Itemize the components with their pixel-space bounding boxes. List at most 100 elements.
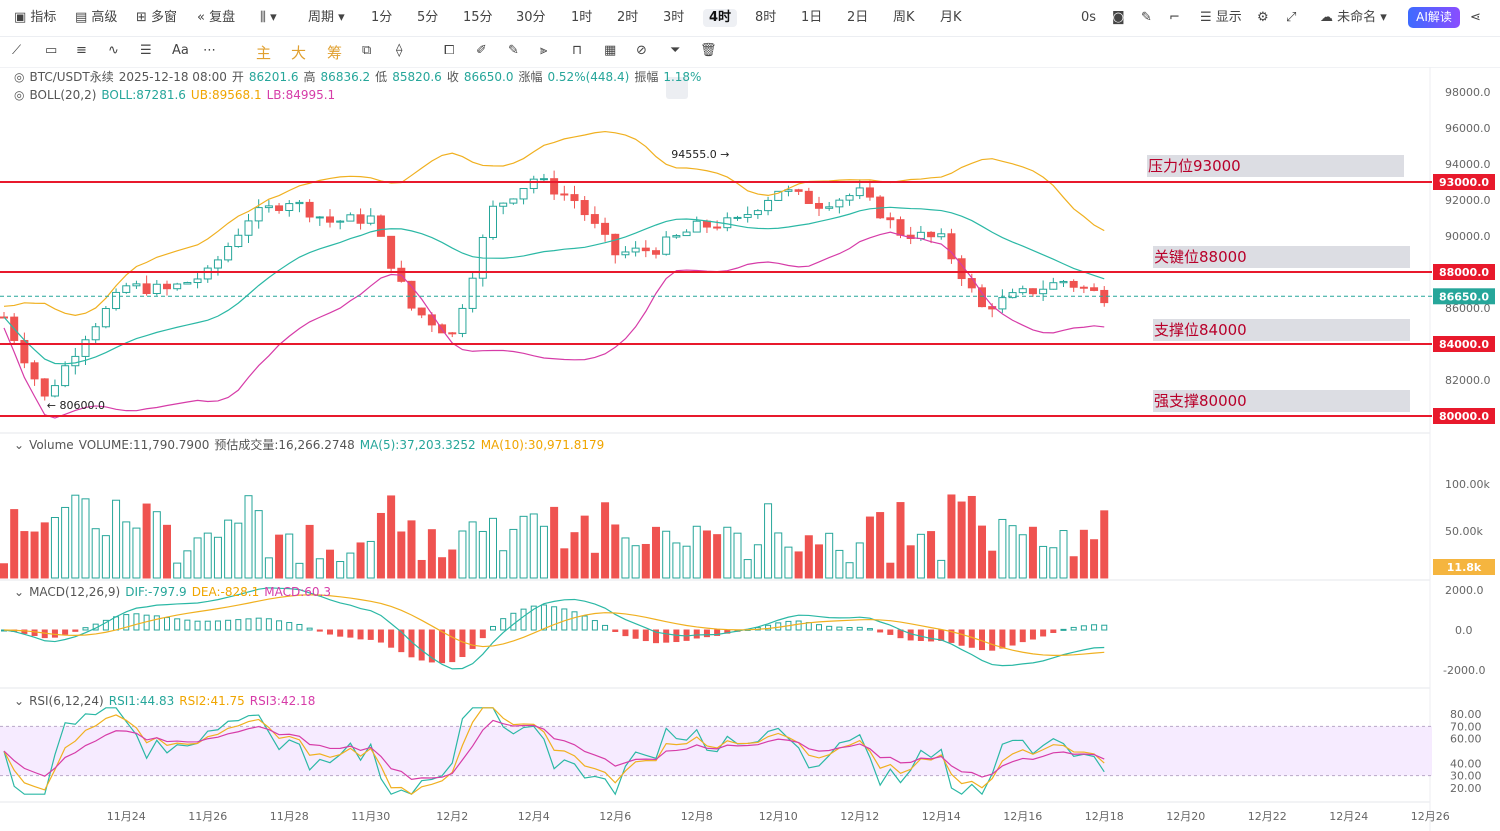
chevron-down-icon[interactable]: ⌄ xyxy=(14,694,25,708)
tf-1w[interactable]: 周K xyxy=(893,10,915,25)
boll-name[interactable]: BOLL(20,2) xyxy=(29,88,97,102)
volume-bar-33 xyxy=(336,561,345,579)
macd-bar-95 xyxy=(968,629,975,648)
grid-icon: ⊞ xyxy=(136,10,152,25)
fib-tool-icon[interactable]: ☰ xyxy=(140,43,152,58)
eye-icon[interactable]: ◎ xyxy=(14,88,25,102)
replay-button[interactable]: « 复盘 xyxy=(197,9,235,27)
period-label: 周期 xyxy=(308,10,335,25)
eye-icon[interactable]: ◎ xyxy=(14,70,25,84)
link-icon[interactable]: ⊘ xyxy=(636,43,647,58)
candle-body-4 xyxy=(40,378,49,397)
zone-support[interactable]: 支撑位84000 xyxy=(1153,319,1410,341)
layout-name-dropdown[interactable]: ☁ 未命名 ▾ xyxy=(1320,10,1387,25)
volume-bar-87 xyxy=(886,562,895,579)
candle-body-5 xyxy=(50,385,59,397)
macd-bar-81 xyxy=(826,625,833,631)
tf-8h[interactable]: 8时 xyxy=(755,10,777,25)
candle-body-17 xyxy=(173,283,182,290)
macd-bar-86 xyxy=(877,629,884,633)
channel-tool-icon[interactable]: ≡ xyxy=(76,43,87,58)
volume-bar-99 xyxy=(1008,525,1017,579)
main-force-label[interactable]: 主 xyxy=(256,44,272,62)
lock-icon[interactable]: ⊓ xyxy=(572,43,583,58)
period-dropdown[interactable]: 周期 ▾ xyxy=(308,10,345,25)
tf-2d[interactable]: 2日 xyxy=(847,10,869,25)
macd-bar-31 xyxy=(316,629,323,632)
line-tool-icon[interactable]: ⟋ xyxy=(12,43,22,58)
tf-4h[interactable]: 4时 xyxy=(703,9,738,27)
advanced-button[interactable]: ▤ 高级 xyxy=(75,9,117,27)
macd-bar-34 xyxy=(347,629,354,638)
indicator-button[interactable]: ▣ 指标 xyxy=(14,9,56,27)
highlighter-icon[interactable]: ✎ xyxy=(508,43,519,58)
chevron-down-icon[interactable]: ⌄ xyxy=(14,438,25,452)
tf-1m[interactable]: 1分 xyxy=(371,10,393,25)
tf-15m[interactable]: 15分 xyxy=(463,10,493,25)
candle-body-85 xyxy=(865,187,874,198)
fullscreen-icon[interactable]: ⤢ xyxy=(1286,10,1297,25)
candle-body-104 xyxy=(1059,280,1068,284)
tf-1d[interactable]: 1日 xyxy=(801,10,823,25)
boll-ub: UB:89568.1 xyxy=(190,88,262,102)
candle-icon: ⫼ ▾ xyxy=(260,10,277,25)
volume-bar-88 xyxy=(896,502,905,579)
ruler-icon[interactable]: ⫸ xyxy=(540,43,548,58)
candle-body-53 xyxy=(539,178,548,181)
tf-3h[interactable]: 3时 xyxy=(663,10,685,25)
tf-1h[interactable]: 1时 xyxy=(571,10,593,25)
zone-key[interactable]: 关键位88000 xyxy=(1153,246,1410,268)
macd-bar-29 xyxy=(296,623,303,631)
trash-icon[interactable]: 🗑 xyxy=(700,43,717,58)
candle-body-73 xyxy=(743,214,752,218)
macd-name[interactable]: MACD(12,26,9) xyxy=(29,585,121,599)
ai-analyze-button[interactable]: AI解读 xyxy=(1408,7,1460,28)
camera-icon[interactable]: ◙ xyxy=(1112,10,1125,25)
settings-icon[interactable]: ⚙ xyxy=(1257,10,1269,25)
level-tag-2: 84000.0 xyxy=(1439,338,1489,351)
volume-bar-4 xyxy=(40,522,49,579)
big-order-label[interactable]: 大 xyxy=(291,44,307,62)
candle-body-38 xyxy=(387,235,396,269)
volume-bar-42 xyxy=(427,529,436,579)
display-button[interactable]: ☰ 显示 xyxy=(1200,9,1242,27)
multi-window-button[interactable]: ⊞ 多窗 xyxy=(136,9,177,27)
volume-bar-68 xyxy=(692,525,701,579)
zone-strong-support[interactable]: 强支撑80000 xyxy=(1153,390,1410,412)
filter-icon[interactable]: ⏷ xyxy=(670,43,681,58)
candle-body-27 xyxy=(275,205,284,211)
tf-1mo[interactable]: 月K xyxy=(940,10,962,25)
volume-bar-91 xyxy=(927,531,936,579)
wave-tool-icon[interactable]: ∿ xyxy=(108,43,119,58)
layout-icon[interactable]: ⌐ xyxy=(1169,10,1180,25)
pen-icon[interactable]: ✎ xyxy=(1141,10,1152,25)
chart-type-button[interactable]: ⫼ ▾ xyxy=(260,9,277,27)
volume-bar-92 xyxy=(937,559,946,579)
candle-body-30 xyxy=(305,201,314,218)
volume-bar-81 xyxy=(825,532,834,579)
chart-canvas[interactable]: 98000.0 96000.0 94000.0 92000.0 90000.0 88000… xyxy=(0,67,1500,831)
note-icon[interactable]: ▦ xyxy=(604,43,617,58)
level-tag-1: 88000.0 xyxy=(1439,266,1489,279)
rsi-name[interactable]: RSI(6,12,24) xyxy=(29,694,104,708)
tf-5m[interactable]: 5分 xyxy=(417,10,439,25)
copy-icon[interactable]: ⧠ xyxy=(444,43,455,58)
magnet-icon[interactable]: ⧉ xyxy=(362,43,372,58)
text-tool-icon[interactable]: Aa xyxy=(172,43,189,58)
candle-body-75 xyxy=(764,199,773,212)
tf-2h[interactable]: 2时 xyxy=(617,10,639,25)
share-icon[interactable]: ⋖ xyxy=(1470,10,1481,25)
more-tools-icon[interactable]: ⋯ xyxy=(203,43,216,58)
rsi-tick-3: 40.00 xyxy=(1450,757,1482,770)
chevron-down-icon[interactable]: ⌄ xyxy=(14,585,25,599)
candle-body-84 xyxy=(855,187,864,197)
zone-resistance[interactable]: 压力位93000 xyxy=(1147,155,1404,177)
rect-tool-icon[interactable]: ▭ xyxy=(45,43,58,58)
chip-label[interactable]: 筹 xyxy=(327,44,343,62)
measure-icon[interactable]: ⟠ xyxy=(396,43,403,58)
candle-body-67 xyxy=(682,231,691,237)
volume-bar-67 xyxy=(682,545,691,579)
tf-30m[interactable]: 30分 xyxy=(516,10,546,25)
volume-name[interactable]: Volume xyxy=(29,438,74,452)
brush-icon[interactable]: ✐ xyxy=(476,43,487,58)
